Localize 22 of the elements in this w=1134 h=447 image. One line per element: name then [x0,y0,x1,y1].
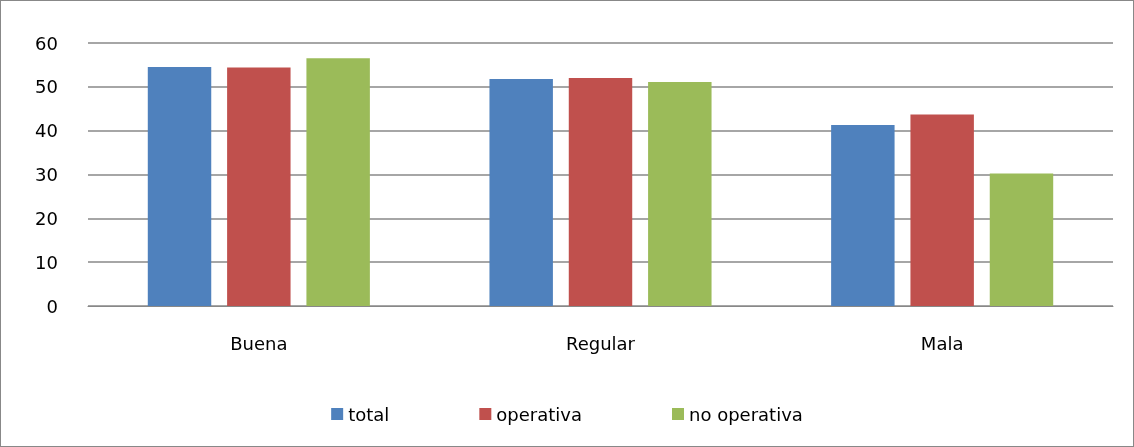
y-tick-label: 30 [35,164,58,185]
bar [568,78,633,306]
bar [831,124,895,306]
x-tick-label: Regular [565,332,636,354]
y-tick-label: 50 [35,76,58,98]
bar [147,67,212,306]
x-tick-label: Mala [920,332,964,354]
legend-label: total [348,403,390,425]
y-tick-label: 10 [35,251,58,273]
y-tick-label: 20 [35,207,58,229]
bar [306,58,370,306]
legend-label: operativa [496,403,583,425]
y-tick-label: 60 [35,32,58,54]
x-tick-label: Buena [230,332,288,354]
bar [648,82,712,306]
bar [910,114,974,306]
y-tick-label: 0 [46,295,58,317]
legend-label: no operativa [689,403,803,425]
bar [227,67,291,306]
bar [989,173,1054,306]
bar [489,78,553,306]
y-tick-label: 40 [35,120,58,142]
